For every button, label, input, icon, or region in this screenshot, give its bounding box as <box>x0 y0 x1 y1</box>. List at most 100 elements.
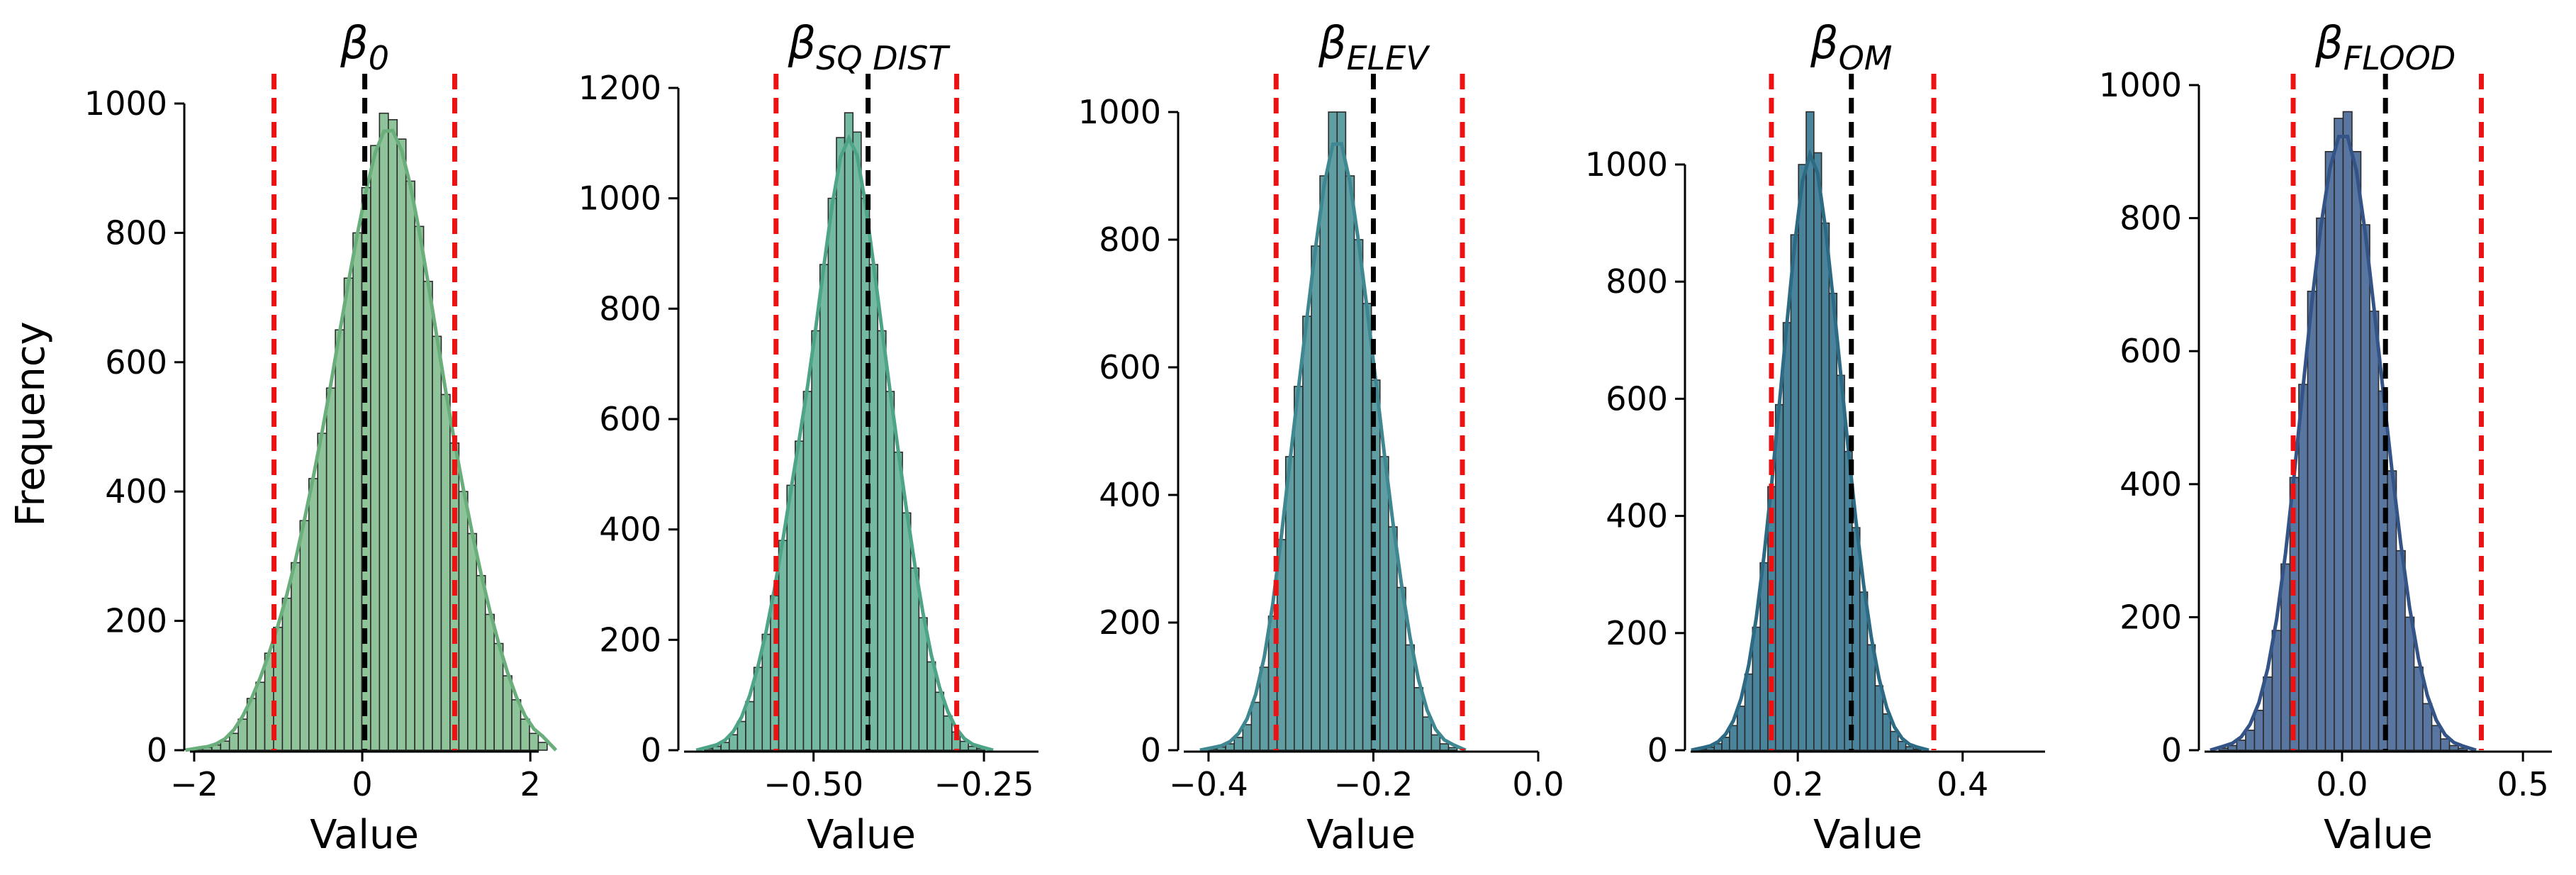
histogram-bar <box>2324 151 2335 751</box>
y-tick-label: 200 <box>599 620 661 659</box>
histogram-bar <box>2298 384 2309 751</box>
x-axis-label: Value <box>1306 812 1416 858</box>
histogram-bar <box>1836 374 1845 751</box>
histogram-bar <box>877 330 887 751</box>
histogram-bar <box>2280 563 2291 751</box>
y-tick-label: 400 <box>105 472 167 511</box>
histogram-bar <box>2404 616 2415 751</box>
y-axis-label: Frequency <box>8 321 54 526</box>
histogram-bar <box>1353 239 1364 751</box>
y-tick-label: 600 <box>599 400 661 438</box>
histogram-bar <box>737 720 746 751</box>
histogram-bar <box>1345 175 1355 751</box>
histogram-bar <box>2387 470 2397 751</box>
histogram-bar <box>2360 224 2370 751</box>
histogram-bar <box>2316 217 2326 751</box>
histogram-bar <box>761 633 771 751</box>
histogram-bar <box>885 391 895 751</box>
kde-curve <box>695 133 994 752</box>
histogram-bar <box>308 478 319 751</box>
histogram-bar <box>811 330 821 751</box>
kde-curve <box>1199 142 1467 752</box>
histogram-bars <box>1698 111 1922 751</box>
histogram-bar <box>1439 743 1450 751</box>
y-tick-label: 800 <box>1606 262 1668 301</box>
histogram-bar <box>370 145 381 751</box>
y-tick-label: 200 <box>1606 614 1668 652</box>
y-tick-label: 400 <box>1606 497 1668 535</box>
histogram-bar <box>1430 734 1441 751</box>
histogram-bar <box>2236 740 2246 751</box>
histogram-bar <box>1447 747 1458 751</box>
x-axis-label: Value <box>310 812 419 858</box>
y-tick-label: 400 <box>599 511 661 549</box>
y-tick-label: 1000 <box>578 179 661 218</box>
panel-title: βFLOOD <box>2314 17 2455 77</box>
histogram-bar <box>467 533 478 751</box>
panel-title: βELEV <box>1318 17 1430 77</box>
histogram-bar <box>1379 456 1389 751</box>
histogram-bars <box>2218 111 2468 751</box>
y-tick-label: 1000 <box>84 84 167 123</box>
y-tick-label: 600 <box>105 343 167 381</box>
histogram-bar <box>2263 676 2273 751</box>
histogram-bar <box>2334 118 2344 751</box>
histogram-bar <box>1388 526 1398 751</box>
kde-curve <box>2210 134 2477 752</box>
histogram-bar <box>291 562 301 751</box>
histogram-bar <box>1336 111 1347 751</box>
histogram-bar <box>1744 673 1754 751</box>
y-tick-label: 1000 <box>2099 66 2182 104</box>
x-tick-label: 0.0 <box>1512 765 1564 803</box>
histogram-bar <box>836 137 846 751</box>
panel-title: β0 <box>340 17 389 77</box>
histogram-bar <box>1413 686 1424 751</box>
histogram-bar <box>414 225 425 751</box>
histogram-bar <box>432 335 442 751</box>
histogram-bar <box>1813 152 1822 751</box>
x-tick-label: −0.2 <box>1334 765 1413 803</box>
x-tick-label: −0.50 <box>763 765 863 803</box>
histogram-bar <box>422 280 433 751</box>
histogram-bar <box>1752 626 1761 751</box>
histogram-bar <box>502 675 513 751</box>
histogram-bar <box>458 491 469 751</box>
histogram-bar <box>2351 151 2362 751</box>
histogram-bars <box>704 112 986 751</box>
kde-curve <box>1691 148 1930 752</box>
histogram-bar <box>1294 386 1304 751</box>
x-tick-label: 0.0 <box>2316 765 2368 803</box>
histogram-bar <box>2395 550 2406 751</box>
y-tick-label: 0 <box>1647 731 1668 769</box>
histogram-bar <box>1328 111 1338 751</box>
histogram-bar <box>1302 316 1312 751</box>
histogram-bar <box>926 661 936 751</box>
histogram-bar <box>396 138 407 751</box>
histogram-bar <box>844 112 854 751</box>
panel-5: 0 200 400 600 800 1000 0.0 0.5 Value βFLOOD <box>2099 17 2552 858</box>
histogram-bar <box>1736 706 1746 751</box>
histogram-bar <box>918 617 928 751</box>
histogram-bar <box>1820 222 1830 751</box>
histogram-bar <box>255 681 266 751</box>
histogram-bar <box>2413 666 2424 751</box>
y-tick-label: 200 <box>105 602 167 640</box>
histogram-bar <box>902 512 912 751</box>
histogram-bar <box>1259 667 1270 751</box>
y-tick-label: 600 <box>2119 332 2182 370</box>
y-tick-label: 1000 <box>1585 145 1668 184</box>
histogram-bar <box>2422 703 2433 751</box>
histogram-bar <box>2271 630 2282 751</box>
y-tick-label: 800 <box>2119 199 2182 238</box>
histogram-bar <box>745 701 755 751</box>
y-tick-label: 800 <box>599 289 661 328</box>
histogram-bar <box>2342 111 2353 751</box>
panel-3: 0 200 400 600 800 1000 −0.4 −0.2 0.0 Value βELEV <box>1078 17 1564 858</box>
y-tick-label: 800 <box>1099 221 1161 259</box>
histogram-bar <box>476 574 486 751</box>
y-tick-label: 800 <box>105 213 167 252</box>
histogram-bar <box>1805 111 1815 751</box>
histogram-bar <box>1882 713 1891 751</box>
histogram-bar <box>440 394 451 751</box>
histogram-bar <box>317 433 327 751</box>
